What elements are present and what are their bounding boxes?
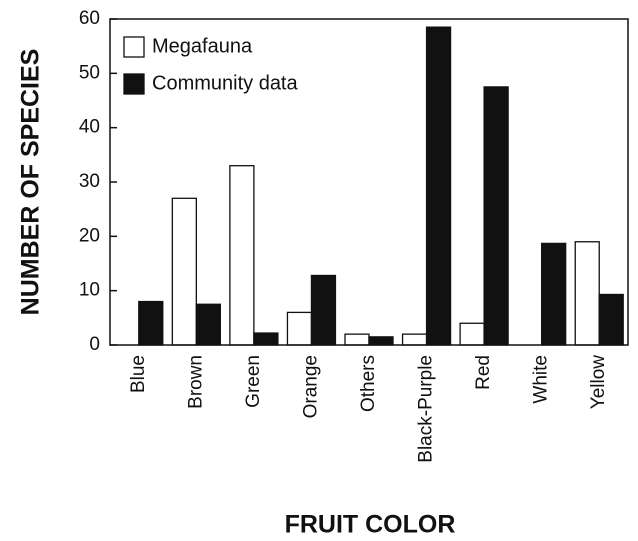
plot-frame <box>109 18 629 346</box>
bar <box>229 165 255 346</box>
y-tick-label: 10 <box>79 280 100 301</box>
bar <box>138 300 164 346</box>
y-tick-label: 50 <box>79 62 100 83</box>
y-tick-label: 60 <box>79 8 100 29</box>
bar <box>483 86 509 346</box>
x-tick-label: Blue <box>128 355 149 393</box>
x-tick-label: Orange <box>300 355 321 418</box>
legend-label: Megafauna <box>152 35 253 57</box>
x-tick-label: White <box>531 355 552 404</box>
bar <box>286 311 313 346</box>
bar <box>401 333 428 346</box>
legend-swatch <box>123 36 145 58</box>
x-tick-label: Yellow <box>588 355 609 410</box>
y-tick-label: 0 <box>89 334 100 355</box>
legend-label: Community data <box>152 72 298 94</box>
x-axis-title: FRUIT COLOR <box>285 511 456 539</box>
y-tick-label: 30 <box>79 171 100 192</box>
bar <box>425 26 452 346</box>
x-tick-label: Black-Purple <box>416 355 437 463</box>
bar <box>574 241 600 346</box>
y-tick-label: 20 <box>79 225 100 246</box>
bar <box>598 293 624 346</box>
bar <box>459 322 485 346</box>
bar <box>368 336 394 346</box>
x-tick-label: Others <box>358 355 379 412</box>
bar <box>344 333 370 346</box>
bar <box>310 274 337 346</box>
bar <box>253 332 279 346</box>
bar <box>171 197 197 346</box>
y-axis-title: NUMBER OF SPECIES <box>17 49 45 316</box>
y-tick-label: 40 <box>79 117 100 138</box>
bar <box>541 242 567 346</box>
x-tick-label: Green <box>243 355 264 408</box>
x-tick-label: Red <box>473 355 494 390</box>
x-tick-label: Brown <box>185 355 206 409</box>
legend-swatch <box>123 73 145 95</box>
bar <box>195 303 221 346</box>
